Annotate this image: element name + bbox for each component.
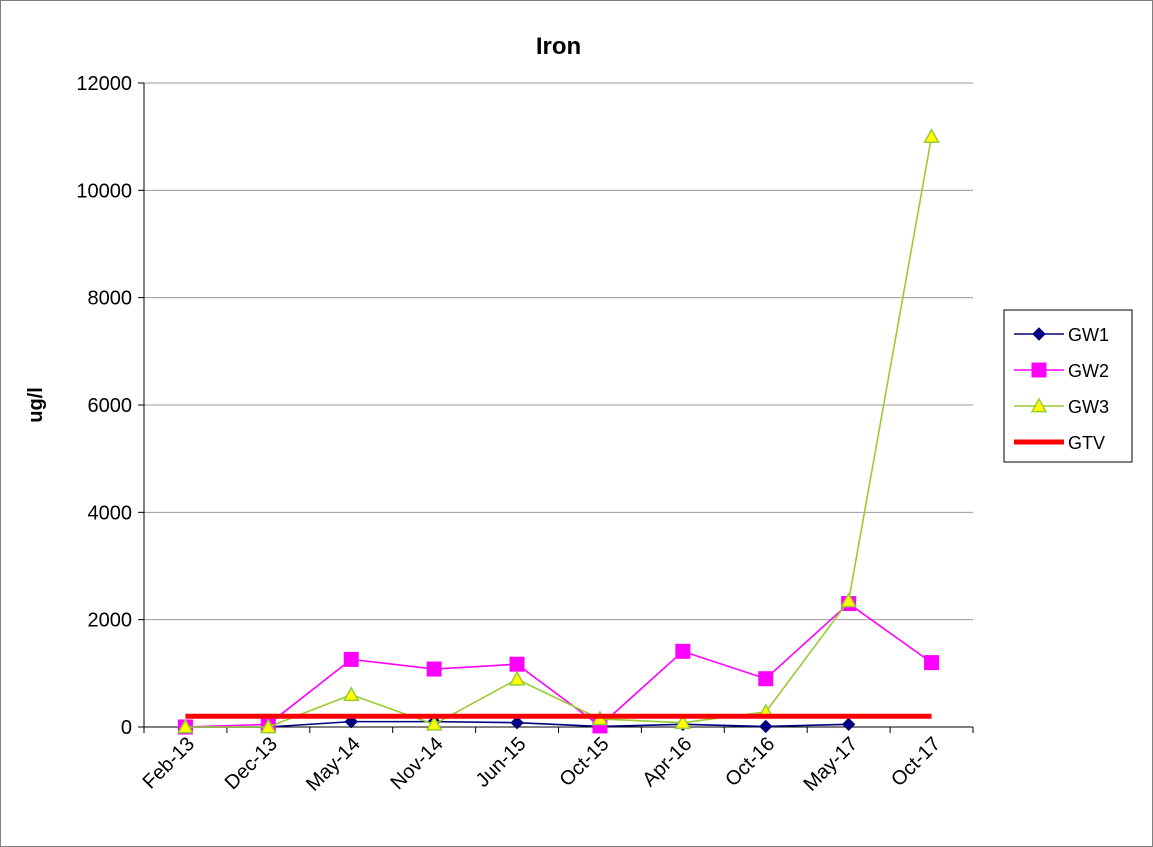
x-tick-label: Jun-15 (472, 733, 531, 792)
x-tick-label: May-14 (302, 733, 365, 796)
legend: GW1 GW2 GW3 GTV (1003, 309, 1133, 463)
series-line (185, 602, 933, 728)
x-tick-label: Oct-16 (721, 733, 779, 791)
data-point-marker (1030, 397, 1048, 413)
data-point-marker (674, 714, 692, 730)
data-point-marker (508, 670, 526, 686)
data-point-marker (426, 661, 442, 677)
data-point-marker (841, 717, 856, 732)
x-tick-label: Feb-13 (139, 733, 199, 793)
legend-entry: GTV (1068, 433, 1105, 453)
data-point-marker (1031, 362, 1047, 378)
chart-title: Iron (536, 33, 581, 60)
x-tick-labels: Feb-13 Dec-13 May-14 Nov-14 Jun-15 Oct-15 Apr-… (139, 733, 945, 796)
data-point-marker (425, 715, 443, 731)
x-tick-label: Oct-17 (887, 733, 945, 791)
data-point-marker (343, 651, 359, 667)
y-tick-label: 4000 (88, 502, 133, 524)
y-tick-label: 0 (121, 717, 132, 739)
x-tick-label: Dec-13 (221, 733, 282, 794)
y-tick-label: 2000 (88, 610, 133, 632)
x-tick-label: Nov-14 (387, 733, 448, 794)
axes (143, 83, 974, 733)
gridlines (138, 82, 973, 728)
series-gw3 (177, 128, 940, 734)
y-tick-label: 10000 (76, 180, 132, 202)
data-point-marker (923, 128, 940, 144)
data-point-marker (675, 643, 691, 659)
legend-entry: GW1 (1068, 325, 1109, 345)
data-point-marker (509, 656, 525, 672)
x-tick-label: Oct-15 (555, 733, 613, 791)
series-gw2 (177, 596, 940, 735)
data-point-marker (758, 671, 774, 687)
series-group (177, 128, 940, 735)
y-axis-label: ug/l (25, 387, 47, 423)
x-tick-label: Apr-16 (638, 733, 696, 791)
legend-box (1003, 309, 1133, 463)
y-tick-labels: 0 2000 4000 6000 8000 10000 12000 (76, 73, 132, 739)
data-point-marker (924, 655, 940, 671)
data-point-marker (342, 686, 360, 702)
data-point-marker (1032, 327, 1046, 341)
data-point-marker (840, 592, 857, 608)
data-point-marker (510, 715, 524, 730)
data-point-marker (177, 718, 194, 734)
data-point-marker (759, 719, 773, 734)
legend-entry: GW2 (1068, 361, 1109, 381)
y-tick-label: 6000 (88, 395, 133, 417)
x-tick-label: May-17 (799, 733, 862, 796)
data-point-marker (260, 718, 277, 734)
y-tick-label: 12000 (76, 73, 132, 95)
series-line (185, 136, 933, 728)
legend-entry: GW3 (1068, 397, 1109, 417)
y-tick-label: 8000 (88, 288, 133, 310)
